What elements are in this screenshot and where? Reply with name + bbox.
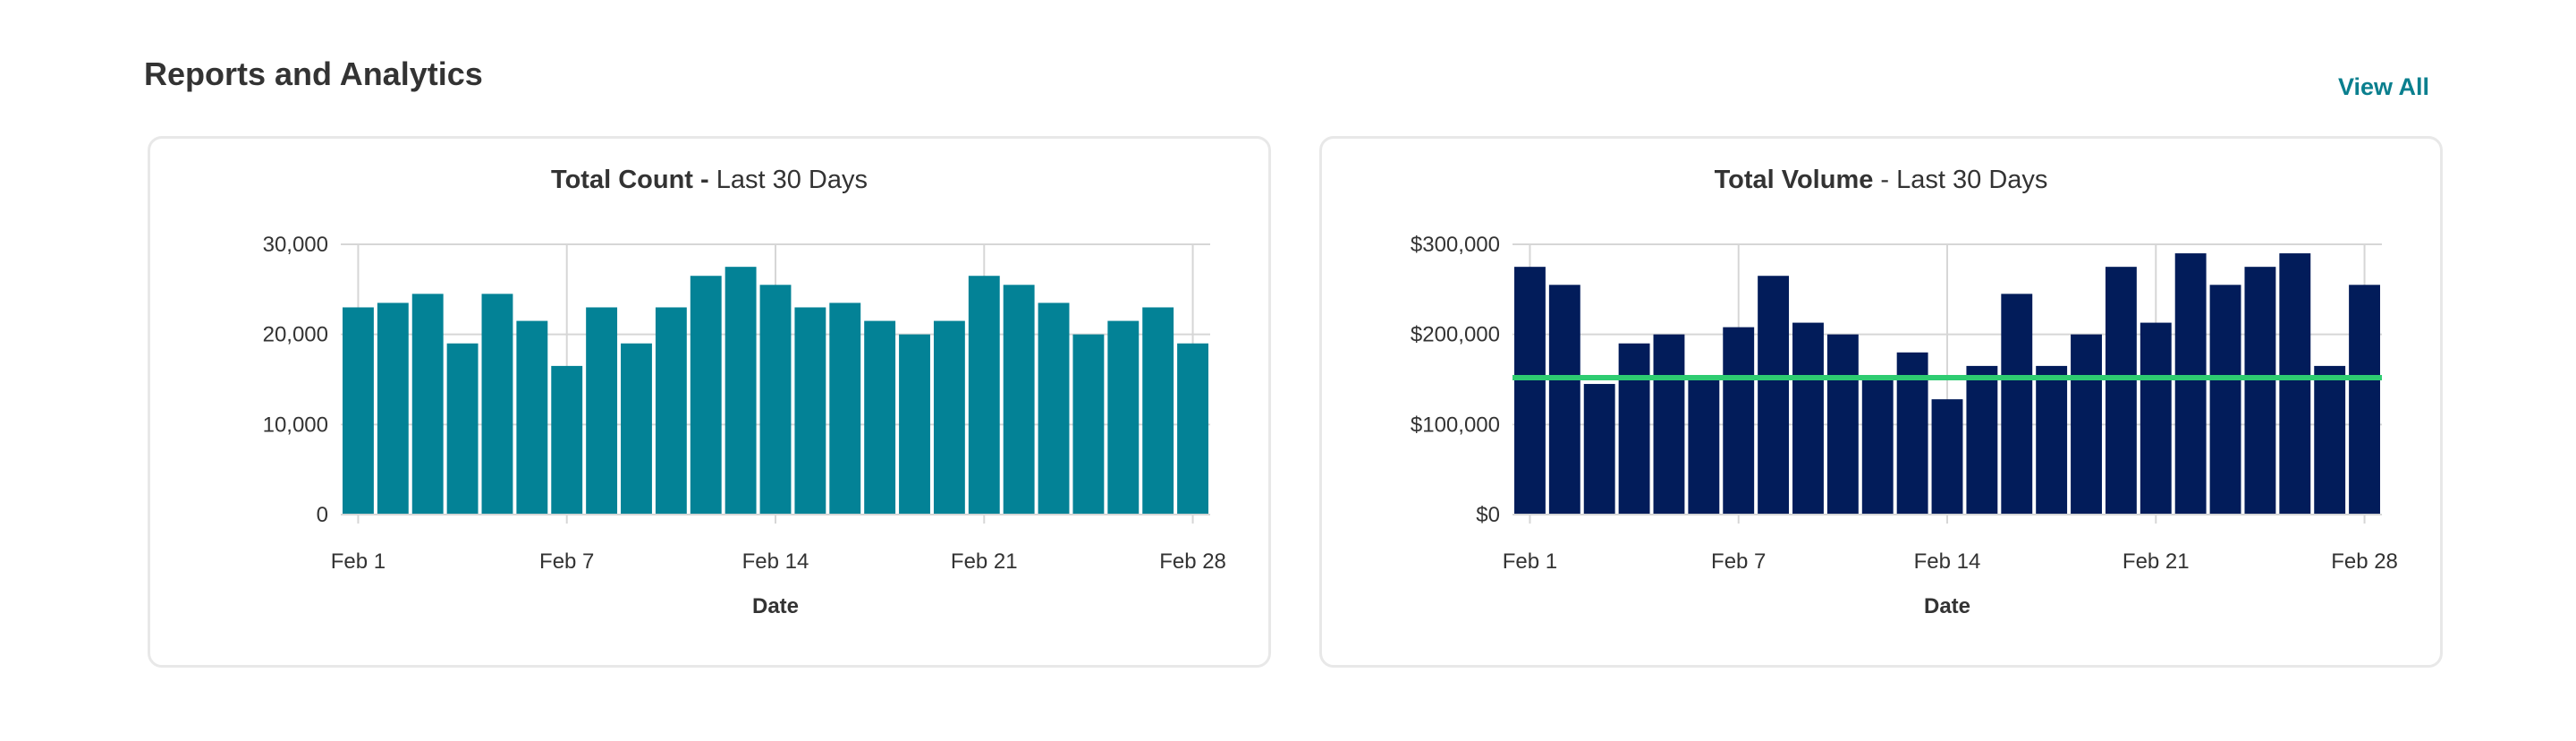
total-count-x-tick-label-1: Feb 7 xyxy=(539,549,594,574)
total-count-bar-13[interactable] xyxy=(759,285,792,515)
total-count-bar-24[interactable] xyxy=(1142,307,1174,515)
total-count-bar-18[interactable] xyxy=(933,320,965,515)
total-volume-bar-3[interactable] xyxy=(1583,384,1615,515)
total-volume-bar-9[interactable] xyxy=(1792,322,1824,515)
total-count-x-tick-label-2: Feb 14 xyxy=(742,549,809,574)
total-volume-chart: $0 $100,000 $200,000 $300,000 Feb 1 Feb 7 Feb … xyxy=(1411,233,2398,618)
total-count-bar-4[interactable] xyxy=(446,343,479,515)
section-title: Reports and Analytics xyxy=(144,55,483,92)
view-all-link[interactable]: View All xyxy=(2337,73,2429,100)
total-volume-bar-15[interactable] xyxy=(2001,294,2033,515)
total-volume-bar-1[interactable] xyxy=(1514,267,1546,515)
total-count-chart-title: Total Count - Last 30 Days xyxy=(150,166,1268,195)
total-volume-bar-24[interactable] xyxy=(2314,365,2346,515)
total-volume-bar-25[interactable] xyxy=(2349,285,2380,515)
total-count-bar-12[interactable] xyxy=(724,267,757,515)
total-volume-bar-2[interactable] xyxy=(1548,285,1580,515)
total-count-bar-11[interactable] xyxy=(690,276,722,515)
total-count-y-tick-label-0: 0 xyxy=(317,503,328,527)
total-volume-title-rest: - Last 30 Days xyxy=(1873,166,2048,194)
total-volume-title-bold: Total Volume xyxy=(1714,166,1874,194)
total-volume-x-tick-label-3: Feb 21 xyxy=(2123,549,2190,574)
total-volume-bar-16[interactable] xyxy=(2036,365,2068,515)
total-volume-bar-17[interactable] xyxy=(2071,334,2102,515)
total-volume-x-axis-title: Date xyxy=(1924,594,1970,618)
total-count-bar-22[interactable] xyxy=(1072,334,1105,515)
total-count-bar-20[interactable] xyxy=(1003,285,1035,515)
total-volume-x-tick-label-0: Feb 1 xyxy=(1503,549,1557,574)
total-count-bar-5[interactable] xyxy=(481,294,513,515)
total-volume-y-tick-label-2: $200,000 xyxy=(1411,323,1500,347)
total-volume-bar-4[interactable] xyxy=(1618,343,1650,515)
total-count-card: Total Count - Last 30 Days 0 10,000 20,000… xyxy=(148,136,1271,668)
total-count-title-bold: Total Count - xyxy=(551,166,709,194)
total-volume-bar-22[interactable] xyxy=(2244,267,2276,515)
total-volume-bar-23[interactable] xyxy=(2279,253,2311,515)
total-volume-y-tick-label-1: $100,000 xyxy=(1411,413,1500,437)
total-volume-bar-18[interactable] xyxy=(2105,267,2137,515)
total-volume-bar-10[interactable] xyxy=(1826,334,1859,515)
total-volume-bar-11[interactable] xyxy=(1861,379,1894,515)
total-count-bar-15[interactable] xyxy=(829,302,861,515)
total-count-bar-21[interactable] xyxy=(1038,302,1070,515)
total-volume-y-tick-label-3: $300,000 xyxy=(1411,233,1500,257)
total-volume-bars xyxy=(1514,253,2380,515)
total-volume-bar-8[interactable] xyxy=(1758,276,1790,515)
total-count-bar-16[interactable] xyxy=(864,320,896,515)
total-volume-card: Total Volume - Last 30 Days $0 $100,000 $2… xyxy=(1319,136,2443,668)
total-count-bar-23[interactable] xyxy=(1107,320,1140,515)
total-count-bar-10[interactable] xyxy=(655,307,687,515)
total-volume-bar-20[interactable] xyxy=(2174,253,2207,515)
total-volume-bar-13[interactable] xyxy=(1931,399,1963,515)
total-volume-bar-6[interactable] xyxy=(1688,379,1720,515)
total-volume-chart-title: Total Volume - Last 30 Days xyxy=(1322,166,2440,195)
total-count-bar-1[interactable] xyxy=(343,307,374,515)
total-volume-bar-14[interactable] xyxy=(1966,365,1998,515)
total-count-x-tick-label-0: Feb 1 xyxy=(331,549,386,574)
total-count-bar-3[interactable] xyxy=(411,294,444,515)
total-volume-x-tick-label-1: Feb 7 xyxy=(1711,549,1766,574)
total-volume-x-tick-label-2: Feb 14 xyxy=(1914,549,1981,574)
total-volume-x-tick-label-4: Feb 28 xyxy=(2331,549,2398,574)
total-volume-y-tick-label-0: $0 xyxy=(1476,503,1500,527)
total-volume-bar-21[interactable] xyxy=(2209,285,2241,515)
total-count-x-axis-title: Date xyxy=(752,594,799,618)
total-count-bars xyxy=(343,267,1208,515)
total-count-bar-6[interactable] xyxy=(516,320,548,515)
total-count-y-tick-label-1: 10,000 xyxy=(263,413,328,437)
total-volume-bar-19[interactable] xyxy=(2140,322,2172,515)
total-count-bar-7[interactable] xyxy=(551,365,583,515)
total-count-bar-2[interactable] xyxy=(377,302,409,515)
total-volume-bar-5[interactable] xyxy=(1653,334,1685,515)
total-count-y-tick-label-2: 20,000 xyxy=(263,323,328,347)
total-count-y-tick-label-3: 30,000 xyxy=(263,233,328,257)
total-count-x-tick-label-4: Feb 28 xyxy=(1159,549,1226,574)
total-count-bar-8[interactable] xyxy=(586,307,618,515)
total-count-x-tick-label-3: Feb 21 xyxy=(951,549,1018,574)
total-count-bar-14[interactable] xyxy=(794,307,826,515)
total-count-chart: 0 10,000 20,000 30,000 Feb 1 Feb 7 Feb 14 Feb 2… xyxy=(263,233,1226,618)
total-count-bar-19[interactable] xyxy=(968,276,1000,515)
total-volume-bar-7[interactable] xyxy=(1723,327,1755,515)
total-count-bar-9[interactable] xyxy=(621,343,652,515)
total-count-bar-25[interactable] xyxy=(1177,343,1208,515)
total-count-title-rest: Last 30 Days xyxy=(708,166,868,194)
total-count-bar-17[interactable] xyxy=(899,334,930,515)
